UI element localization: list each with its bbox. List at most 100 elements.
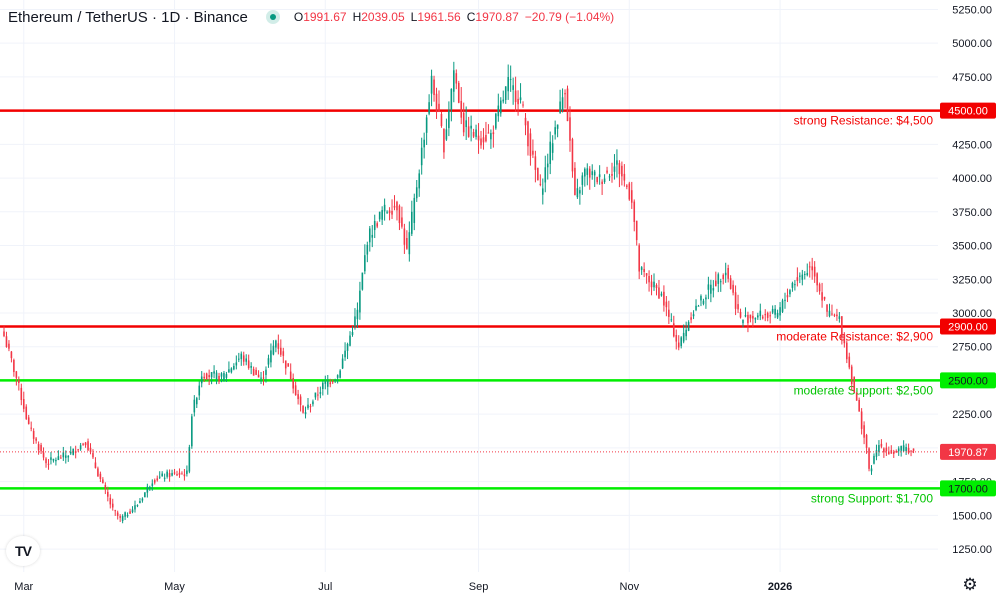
candle-body[interactable] (616, 160, 618, 165)
candle-body[interactable] (848, 356, 851, 368)
support-resistance-levels[interactable]: strong Resistance: $4,500 moderate Resist… (0, 109, 942, 506)
candle-body[interactable] (225, 374, 228, 378)
candle-body[interactable] (37, 444, 40, 451)
candle-body[interactable] (336, 375, 339, 378)
candlestick-series[interactable] (3, 61, 915, 524)
candle-body[interactable] (905, 447, 907, 452)
candle-body[interactable] (717, 274, 720, 284)
candle-body[interactable] (737, 304, 739, 310)
candle-body[interactable] (364, 255, 366, 272)
candle-body[interactable] (151, 483, 154, 486)
candle-body[interactable] (665, 301, 668, 308)
candle-body[interactable] (868, 448, 870, 469)
candle-body[interactable] (527, 121, 529, 147)
candle-body[interactable] (191, 416, 193, 447)
candle-body[interactable] (598, 174, 601, 178)
candle-body[interactable] (729, 278, 732, 289)
candle-body[interactable] (317, 394, 319, 396)
candle-body[interactable] (250, 365, 252, 368)
candle-body[interactable] (781, 300, 784, 312)
candle-body[interactable] (685, 329, 687, 337)
candle-body[interactable] (287, 363, 290, 367)
candle-body[interactable] (166, 471, 168, 477)
candle-body[interactable] (892, 452, 895, 454)
candle-body[interactable] (134, 505, 136, 510)
candle-body[interactable] (593, 171, 596, 176)
candle-body[interactable] (655, 285, 658, 289)
candle-body[interactable] (158, 476, 161, 478)
candle-body[interactable] (611, 174, 613, 176)
candle-body[interactable] (648, 276, 650, 283)
candle-body[interactable] (801, 274, 804, 280)
candle-body[interactable] (499, 100, 502, 114)
candle-body[interactable] (742, 319, 744, 324)
candle-body[interactable] (346, 343, 349, 351)
candle-body[interactable] (126, 514, 129, 517)
candle-body[interactable] (462, 112, 465, 133)
candle-body[interactable] (895, 451, 898, 453)
candle-body[interactable] (843, 334, 846, 344)
candle-body[interactable] (643, 268, 645, 273)
candle-body[interactable] (672, 323, 675, 337)
candle-body[interactable] (20, 387, 23, 401)
candle-body[interactable] (292, 378, 294, 389)
candle-body[interactable] (888, 451, 890, 455)
candle-body[interactable] (603, 178, 606, 182)
candle-body[interactable] (168, 473, 171, 478)
candle-body[interactable] (457, 82, 460, 103)
candle-body[interactable] (794, 284, 796, 286)
candle-body[interactable] (492, 132, 495, 135)
candle-body[interactable] (487, 132, 490, 134)
gear-icon[interactable]: ⚙ (962, 575, 978, 594)
candle-body[interactable] (178, 472, 181, 475)
candle-body[interactable] (445, 129, 448, 140)
candle-body[interactable] (430, 75, 433, 94)
candle-body[interactable] (265, 369, 267, 375)
candle-body[interactable] (509, 78, 512, 80)
candle-body[interactable] (40, 444, 42, 452)
candle-body[interactable] (141, 498, 144, 501)
candle-body[interactable] (25, 406, 28, 419)
candle-body[interactable] (146, 486, 149, 493)
candle-body[interactable] (163, 477, 166, 479)
candle-body[interactable] (331, 381, 334, 383)
candle-body[interactable] (171, 473, 173, 476)
candle-body[interactable] (715, 280, 717, 287)
candle-body[interactable] (606, 170, 608, 173)
candle-body[interactable] (220, 373, 223, 377)
candle-body[interactable] (791, 283, 794, 288)
candle-body[interactable] (697, 305, 700, 307)
candle-body[interactable] (663, 291, 665, 306)
candle-body[interactable] (139, 501, 141, 504)
candle-body[interactable] (326, 381, 329, 387)
candle-body[interactable] (700, 295, 702, 301)
candle-body[interactable] (702, 300, 705, 304)
candle-body[interactable] (618, 163, 621, 175)
candle-body[interactable] (522, 104, 524, 106)
candle-body[interactable] (564, 93, 566, 95)
candle-body[interactable] (710, 284, 712, 294)
candle-body[interactable] (302, 405, 304, 413)
candle-body[interactable] (67, 456, 70, 458)
candle-body[interactable] (816, 273, 818, 286)
candle-body[interactable] (354, 316, 356, 327)
candle-body[interactable] (796, 277, 799, 282)
candle-body[interactable] (764, 314, 767, 316)
candle-body[interactable] (235, 362, 238, 366)
candle-body[interactable] (732, 284, 734, 293)
candle-body[interactable] (406, 237, 408, 249)
candle-body[interactable] (398, 205, 401, 224)
candle-body[interactable] (107, 491, 109, 497)
candle-body[interactable] (15, 371, 18, 378)
candle-body[interactable] (344, 350, 346, 358)
candle-body[interactable] (512, 85, 514, 90)
candle-body[interactable] (900, 446, 902, 451)
candle-body[interactable] (534, 156, 537, 170)
candle-body[interactable] (831, 313, 833, 315)
candle-body[interactable] (465, 120, 467, 128)
candle-body[interactable] (280, 347, 282, 355)
candle-body[interactable] (373, 221, 376, 231)
candle-body[interactable] (272, 345, 275, 355)
candle-body[interactable] (574, 167, 576, 196)
candle-body[interactable] (294, 385, 297, 396)
